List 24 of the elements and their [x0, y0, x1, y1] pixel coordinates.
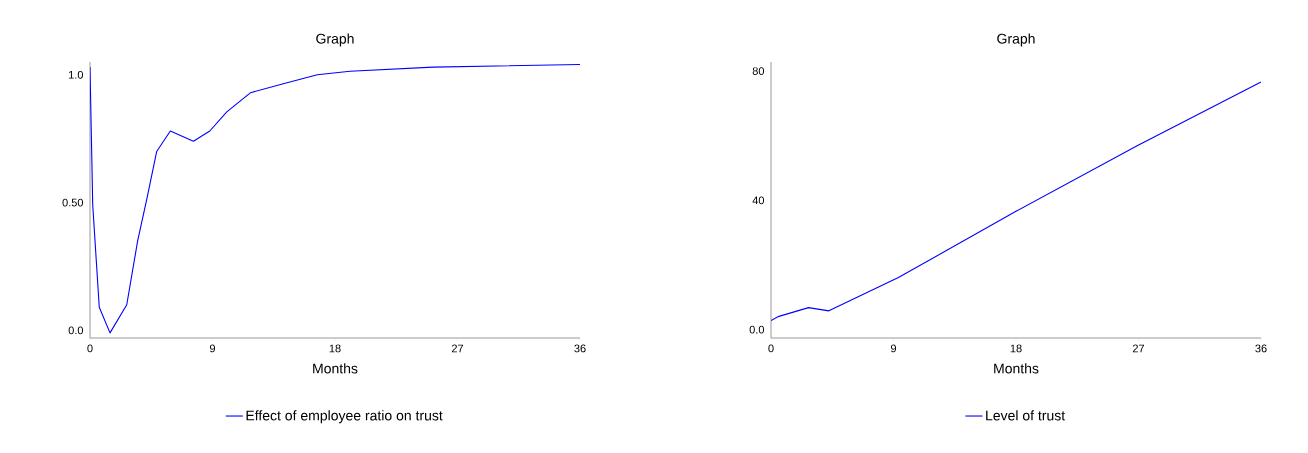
y-tick-label: 80 — [752, 67, 765, 75]
x-tick-label: 36 — [1255, 344, 1267, 353]
x-tick-label: 0 — [768, 344, 774, 353]
x-tick-label: 27 — [1132, 344, 1145, 353]
x-axis-title: Months — [313, 363, 358, 374]
line-series — [90, 64, 580, 334]
x-tick-label: 9 — [890, 344, 897, 353]
legend-label: Effect of employee ratio on trust — [246, 410, 443, 424]
x-tick-label: 18 — [329, 344, 341, 353]
y-tick-label: 1.0 — [69, 70, 84, 79]
x-tick-label: 18 — [1010, 344, 1022, 353]
x-axis-title: Months — [994, 363, 1039, 374]
y-tick-label: 0.50 — [62, 198, 84, 207]
x-tick-label: 27 — [451, 344, 464, 353]
line-series — [771, 81, 1262, 322]
y-tick-label: 0.0 — [68, 326, 84, 335]
y-tick-label: 40 — [752, 196, 765, 205]
x-tick-label: 36 — [574, 344, 586, 353]
x-tick-label: 0 — [87, 344, 93, 353]
x-tick-label: 9 — [209, 344, 216, 353]
y-tick-label: 0.0 — [749, 325, 765, 334]
chart-title: Graph — [997, 33, 1035, 47]
chart-title: Graph — [316, 33, 354, 47]
legend-label: Level of trust — [986, 410, 1066, 421]
